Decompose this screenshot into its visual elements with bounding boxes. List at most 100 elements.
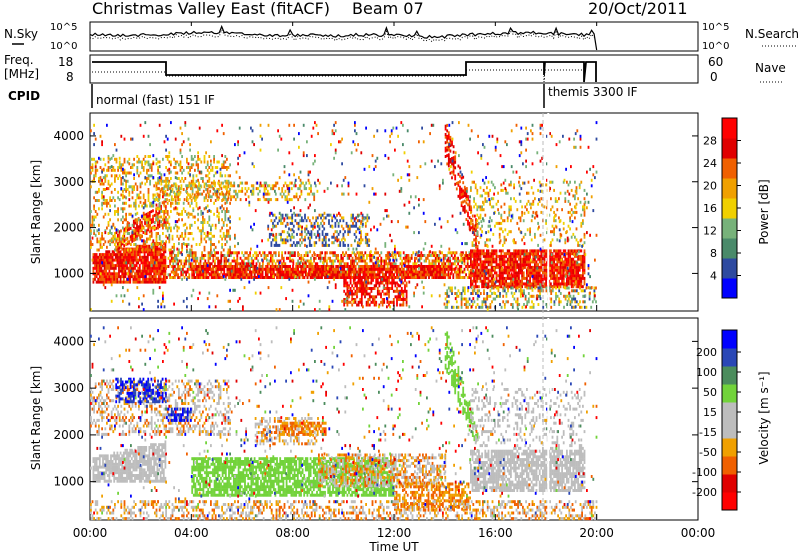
power-cell [537, 249, 539, 253]
power-cell [324, 276, 326, 279]
power-cell [475, 223, 477, 227]
power-cell [319, 259, 322, 263]
power-cell [529, 249, 531, 253]
power-cell [337, 232, 340, 236]
power-cell [92, 280, 95, 284]
power-cell [90, 157, 92, 161]
power-cell [545, 263, 547, 267]
power-cell [134, 229, 137, 233]
power-cell [240, 273, 243, 277]
power-cell [220, 265, 222, 268]
power-cell [310, 259, 312, 263]
power-cell [498, 265, 501, 269]
power-cell [350, 259, 352, 263]
power-cell [365, 265, 368, 268]
power-cell [220, 259, 223, 263]
power-cell [503, 271, 506, 275]
power-cell [112, 168, 115, 172]
power-cell [126, 236, 129, 240]
power-cell [329, 213, 332, 217]
power-cell [263, 189, 266, 193]
power-cell [451, 140, 453, 144]
power-cell [364, 295, 366, 299]
power-cell [106, 226, 108, 230]
power-cell [169, 192, 172, 196]
power-cell [102, 157, 105, 161]
power-cell [408, 270, 411, 274]
noise-tick-left-top: 10^5 [50, 22, 77, 33]
noise-tick-right-bottom: 10^0 [702, 41, 729, 52]
power-cell [129, 226, 132, 230]
power-cell [191, 267, 194, 271]
power-cell [375, 251, 378, 255]
power-cell [184, 229, 187, 233]
power-cell [229, 273, 232, 277]
power-cell [241, 265, 243, 268]
power-cell [428, 273, 430, 277]
power-cell [386, 262, 389, 266]
power-cell [482, 249, 485, 253]
power-cell [109, 204, 111, 208]
power-cell [170, 270, 173, 274]
power-cell [94, 199, 97, 202]
power-cell [551, 263, 554, 267]
power-cell [444, 149, 447, 153]
power-cell [117, 166, 119, 169]
power-cell [211, 223, 214, 227]
power-cell [358, 276, 360, 279]
power-cell [210, 199, 212, 202]
power-cell [179, 179, 182, 183]
power-cell [185, 184, 188, 188]
power-cell [508, 276, 511, 280]
power-cell [228, 192, 231, 196]
power-cell [133, 188, 135, 191]
power-cell [412, 276, 414, 279]
power-cell [95, 269, 98, 273]
power-cell [136, 168, 139, 172]
power-cell [253, 270, 256, 274]
power-cell [175, 267, 178, 271]
power-cell [217, 251, 219, 255]
power-cell [233, 251, 235, 255]
power-cell [318, 256, 320, 260]
power-cell [500, 276, 503, 280]
power-cell [468, 251, 471, 255]
power-cell [232, 273, 235, 277]
power-cell [366, 256, 368, 260]
power-cell [380, 262, 383, 266]
power-cell [204, 259, 207, 263]
power-cell [116, 233, 119, 237]
power-cell [548, 271, 551, 275]
power-cell [239, 265, 242, 268]
power-cell [102, 277, 104, 281]
power-cell [194, 262, 197, 266]
power-cell [270, 251, 272, 255]
power-cell [401, 259, 403, 263]
power-cell [410, 265, 413, 268]
power-cell [120, 166, 123, 169]
power-cell [177, 262, 179, 266]
power-cell [150, 275, 152, 279]
power-cell [367, 267, 370, 271]
power-cell [396, 265, 398, 268]
power-cell [97, 272, 100, 276]
power-cell [156, 258, 159, 262]
power-cell [447, 164, 450, 168]
power-cell [331, 241, 334, 245]
power-cell [446, 265, 448, 268]
power-cell [535, 282, 538, 286]
power-cell [158, 247, 160, 251]
power-cell [386, 281, 389, 285]
power-cell [162, 248, 164, 252]
power-cell [118, 233, 121, 236]
power-cell [519, 254, 522, 258]
power-cell [372, 295, 374, 299]
power-cell [314, 270, 317, 274]
power-cell [284, 262, 287, 266]
power-cell [96, 199, 99, 202]
power-cell [197, 207, 199, 211]
power-cell [138, 244, 141, 248]
power-cell [367, 278, 370, 282]
power-cell [175, 192, 178, 196]
frequency-panel: Freq. [MHz] Nave 18 8 60 0 [4, 53, 786, 84]
